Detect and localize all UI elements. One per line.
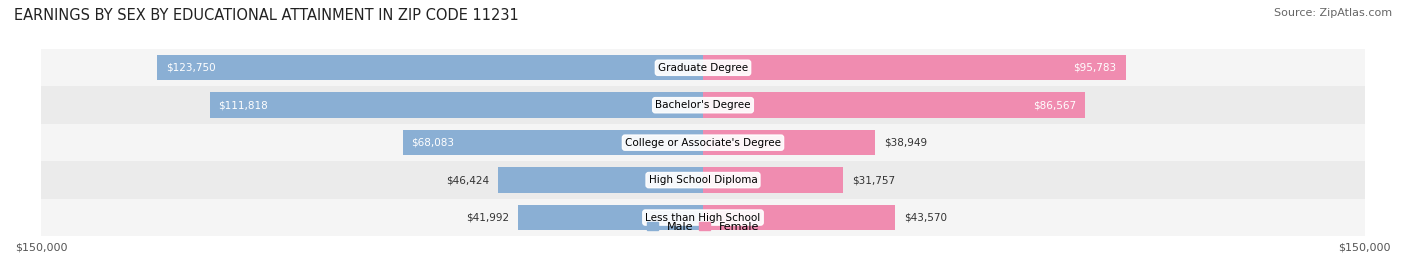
- Text: Less than High School: Less than High School: [645, 213, 761, 222]
- Bar: [402, 130, 703, 155]
- Text: College or Associate's Degree: College or Associate's Degree: [626, 138, 780, 148]
- Bar: [41, 49, 1365, 87]
- Bar: [41, 124, 1365, 161]
- Text: $46,424: $46,424: [446, 175, 489, 185]
- Text: $68,083: $68,083: [412, 138, 454, 148]
- Bar: [41, 199, 1365, 236]
- Text: $38,949: $38,949: [883, 138, 927, 148]
- Bar: [41, 161, 1365, 199]
- Text: Source: ZipAtlas.com: Source: ZipAtlas.com: [1274, 8, 1392, 18]
- Bar: [703, 167, 844, 193]
- Bar: [703, 55, 1126, 80]
- Text: High School Diploma: High School Diploma: [648, 175, 758, 185]
- Text: $41,992: $41,992: [465, 213, 509, 222]
- Text: $111,818: $111,818: [218, 100, 269, 110]
- Text: Graduate Degree: Graduate Degree: [658, 63, 748, 73]
- Bar: [157, 55, 703, 80]
- Bar: [209, 92, 703, 118]
- Bar: [703, 130, 875, 155]
- Bar: [517, 205, 703, 230]
- Bar: [703, 205, 896, 230]
- Bar: [703, 92, 1085, 118]
- Text: Bachelor's Degree: Bachelor's Degree: [655, 100, 751, 110]
- Text: $95,783: $95,783: [1074, 63, 1116, 73]
- Legend: Male, Female: Male, Female: [643, 217, 763, 236]
- Text: EARNINGS BY SEX BY EDUCATIONAL ATTAINMENT IN ZIP CODE 11231: EARNINGS BY SEX BY EDUCATIONAL ATTAINMEN…: [14, 8, 519, 23]
- Text: $86,567: $86,567: [1033, 100, 1076, 110]
- Text: $43,570: $43,570: [904, 213, 948, 222]
- Text: $31,757: $31,757: [852, 175, 896, 185]
- Bar: [41, 87, 1365, 124]
- Bar: [498, 167, 703, 193]
- Text: $123,750: $123,750: [166, 63, 215, 73]
